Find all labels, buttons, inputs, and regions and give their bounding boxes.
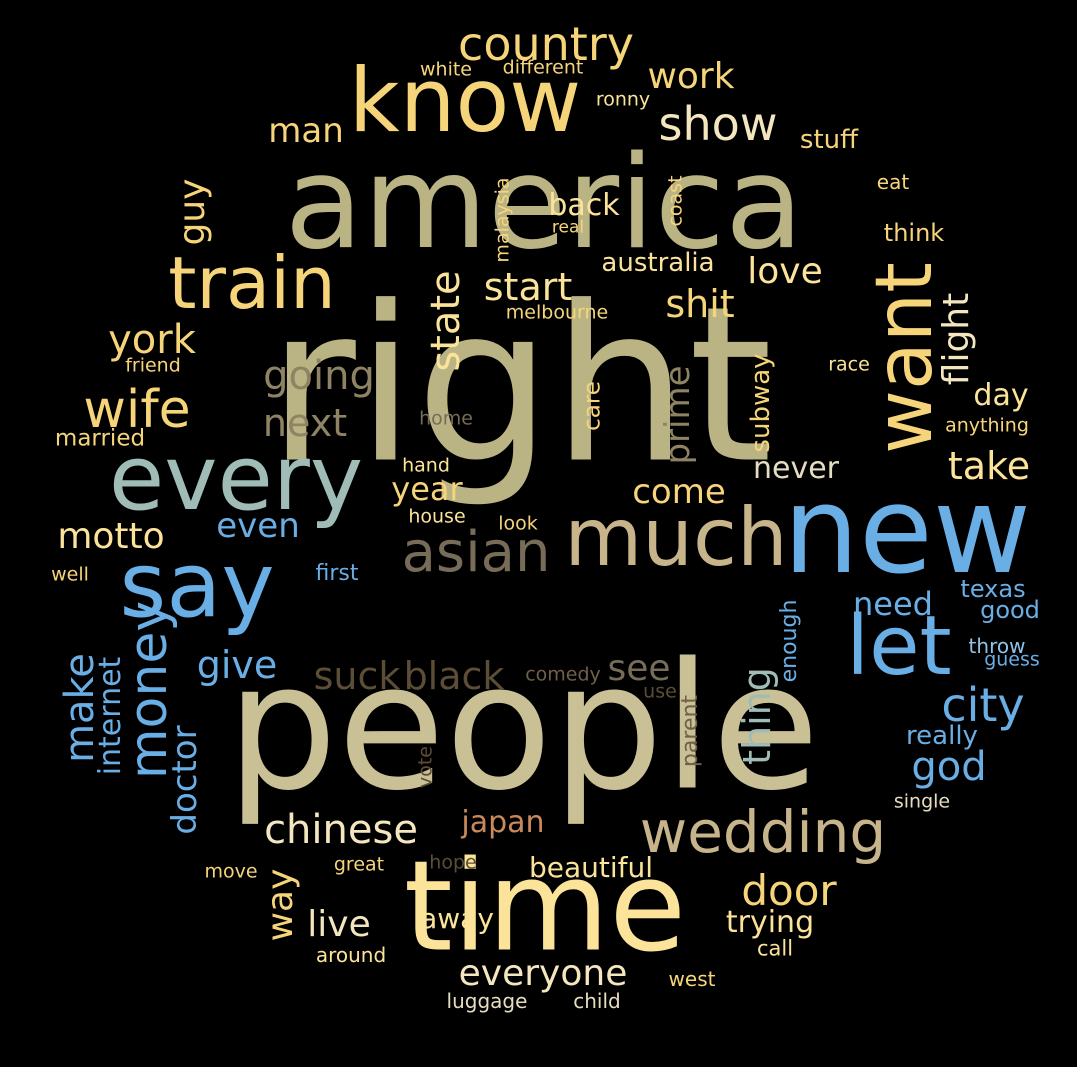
word-care: care	[579, 381, 606, 431]
word-vote: vote	[414, 745, 437, 789]
word-see: see	[607, 648, 671, 689]
word-real: real	[551, 217, 585, 238]
word-motto: motto	[57, 516, 165, 557]
word-malaysia: malaysia	[491, 177, 514, 263]
word-suck: suck	[313, 654, 401, 698]
word-say: say	[119, 533, 275, 638]
word-back: back	[548, 188, 620, 223]
word-really: really	[906, 721, 978, 751]
word-love: love	[747, 251, 823, 292]
word-eat: eat	[876, 170, 910, 194]
word-comedy: comedy	[525, 663, 601, 686]
word-god: god	[911, 744, 987, 790]
word-chinese: chinese	[264, 807, 418, 853]
word-start: start	[483, 265, 573, 309]
word-day: day	[973, 378, 1029, 413]
word-going: going	[263, 353, 375, 399]
word-first: first	[315, 561, 359, 586]
word-flight: flight	[936, 292, 977, 386]
word-coast: coast	[664, 175, 687, 227]
word-use: use	[643, 680, 677, 703]
word-friend: friend	[125, 354, 181, 377]
word-japan: japan	[461, 805, 545, 840]
word-america: america	[284, 129, 804, 278]
word-house: house	[408, 505, 466, 528]
word-throw: throw	[968, 634, 1026, 658]
word-stuff: stuff	[799, 125, 859, 155]
word-white: white	[420, 58, 472, 81]
word-trying: trying	[725, 905, 815, 940]
word-hope: hope	[429, 851, 477, 874]
word-look: look	[498, 512, 538, 535]
word-different: different	[502, 56, 584, 79]
word-child: child	[573, 989, 621, 1013]
word-wife: wife	[83, 380, 191, 440]
word-luggage: luggage	[446, 989, 528, 1013]
word-enough: enough	[777, 599, 802, 683]
word-west: west	[668, 967, 716, 991]
word-good: good	[980, 596, 1040, 624]
word-right: right	[267, 259, 773, 511]
word-subway: subway	[746, 353, 776, 453]
word-think: think	[883, 219, 945, 247]
word-next: next	[262, 401, 348, 445]
word-around: around	[315, 943, 387, 967]
word-hand: hand	[402, 454, 450, 477]
word-let: let	[846, 599, 952, 694]
word-thing: thing	[735, 667, 779, 765]
word-take: take	[947, 444, 1031, 488]
word-even: even	[216, 506, 300, 546]
word-york: york	[108, 317, 196, 363]
word-black: black	[403, 654, 505, 698]
word-country: country	[458, 17, 634, 71]
word-beautiful: beautiful	[528, 851, 654, 884]
word-state: state	[423, 270, 469, 372]
word-single: single	[893, 790, 951, 813]
word-move: move	[204, 860, 258, 883]
word-want: want	[860, 262, 950, 454]
word-year: year	[391, 470, 463, 508]
word-door: door	[741, 866, 837, 915]
word-wedding: wedding	[639, 798, 887, 866]
word-everyone: everyone	[458, 953, 628, 994]
word-every: every	[108, 426, 364, 531]
word-know: know	[348, 49, 582, 152]
word-new: new	[782, 462, 1032, 601]
word-ronny: ronny	[595, 88, 651, 111]
word-much: much	[564, 491, 788, 584]
word-show: show	[658, 97, 778, 151]
word-great: great	[333, 853, 385, 876]
word-need: need	[853, 585, 933, 623]
word-live: live	[307, 904, 371, 945]
word-melbourne: melbourne	[505, 301, 609, 324]
word-internet: internet	[93, 656, 128, 776]
word-shit: shit	[665, 282, 735, 326]
word-asian: asian	[401, 520, 551, 585]
word-home: home	[419, 407, 473, 430]
word-race: race	[828, 353, 870, 376]
word-doctor: doctor	[165, 725, 205, 835]
word-train: train	[168, 241, 336, 325]
word-never: never	[752, 451, 840, 486]
word-call: call	[756, 936, 794, 961]
word-time: time	[403, 834, 687, 980]
word-prime: prime	[658, 365, 698, 465]
word-guy: guy	[172, 178, 213, 246]
word-give: give	[196, 643, 278, 687]
word-people: people	[226, 626, 820, 830]
word-guess: guess	[984, 648, 1040, 671]
word-man: man	[268, 111, 344, 151]
word-work: work	[647, 56, 735, 97]
word-way: way	[260, 868, 301, 942]
word-city: city	[941, 678, 1025, 732]
word-well: well	[51, 563, 89, 586]
word-married: married	[54, 425, 146, 452]
word-away: away	[420, 902, 494, 935]
word-texas: texas	[960, 575, 1026, 603]
word-australia: australia	[601, 248, 715, 278]
word-come: come	[632, 472, 726, 512]
word-parent: parent	[678, 694, 703, 768]
word-anything: anything	[945, 414, 1029, 437]
